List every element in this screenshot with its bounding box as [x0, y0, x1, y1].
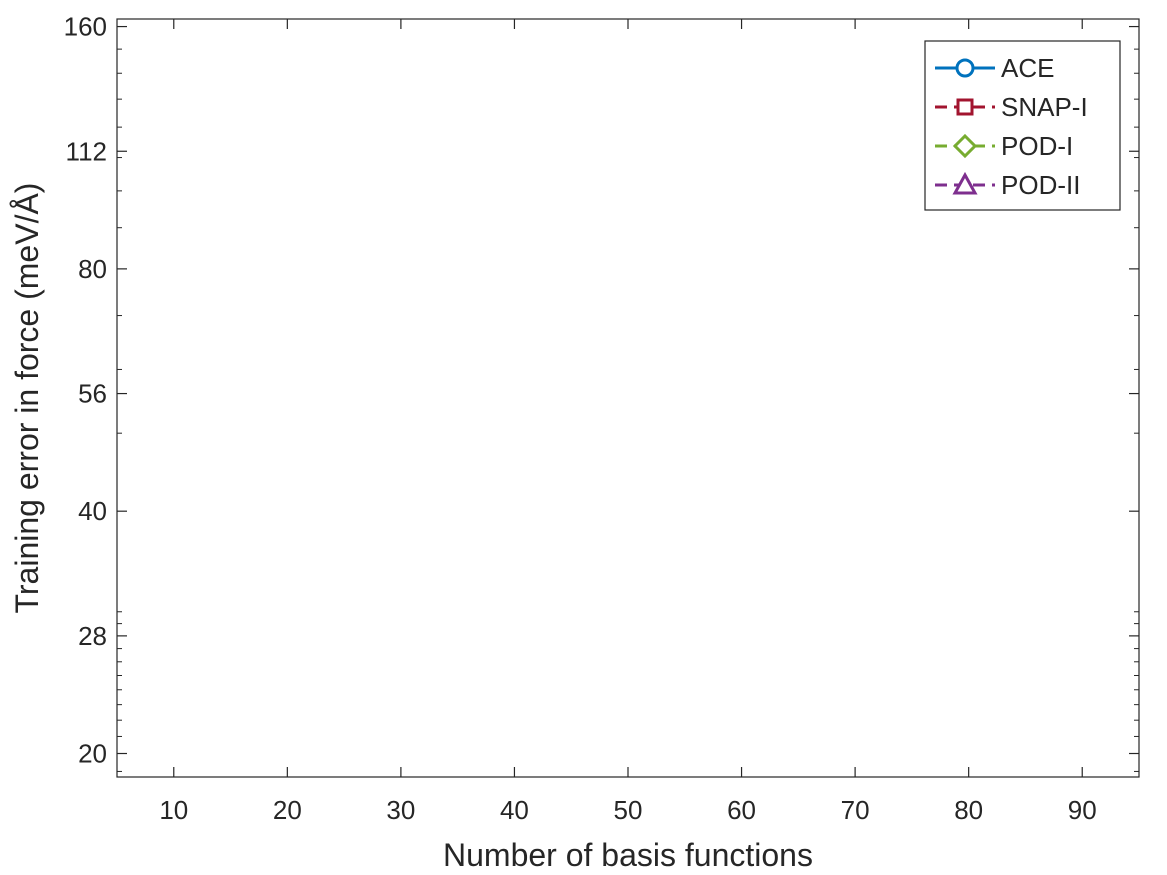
- x-tick-label: 80: [954, 795, 983, 825]
- legend-label: POD-I: [1001, 131, 1073, 161]
- x-axis-label: Number of basis functions: [443, 837, 813, 873]
- legend-entry: POD-I: [935, 131, 1073, 161]
- x-axis-ticks: 10 20 30 40 50 60 70 80 90: [159, 19, 1097, 825]
- x-tick-label: 90: [1068, 795, 1097, 825]
- legend: ACE SNAP-I POD-I POD-II: [924, 40, 1121, 211]
- y-tick-label: 112: [66, 136, 107, 166]
- legend-entry: POD-II: [935, 170, 1080, 200]
- x-tick-label: 20: [273, 795, 302, 825]
- y-axis-label: Training error in force (meV/Å): [9, 183, 45, 614]
- x-tick-label: 40: [500, 795, 529, 825]
- y-tick-label: 20: [78, 739, 107, 769]
- y-tick-label: 40: [78, 496, 107, 526]
- legend-entry: ACE: [935, 53, 1054, 83]
- legend-marker-triangle: [952, 171, 978, 195]
- y-axis-ticks: 20 28 40 56 80 112 160: [64, 12, 1139, 772]
- legend-entry: SNAP-I: [935, 92, 1088, 122]
- x-tick-label: 70: [841, 795, 870, 825]
- legend-label: SNAP-I: [1001, 92, 1088, 122]
- y-tick-label: 28: [78, 621, 107, 651]
- legend-label: POD-II: [1001, 170, 1080, 200]
- legend-label: ACE: [1001, 53, 1054, 83]
- legend-marker-circle: [955, 58, 975, 78]
- y-tick-label: 56: [78, 379, 107, 409]
- legend-marker-square: [956, 98, 974, 116]
- y-tick-label: 80: [78, 254, 107, 284]
- y-tick-label: 160: [64, 12, 107, 42]
- legend-marker-diamond: [952, 133, 978, 159]
- x-tick-label: 50: [614, 795, 643, 825]
- x-tick-label: 10: [159, 795, 188, 825]
- x-tick-label: 30: [386, 795, 415, 825]
- x-tick-label: 60: [727, 795, 756, 825]
